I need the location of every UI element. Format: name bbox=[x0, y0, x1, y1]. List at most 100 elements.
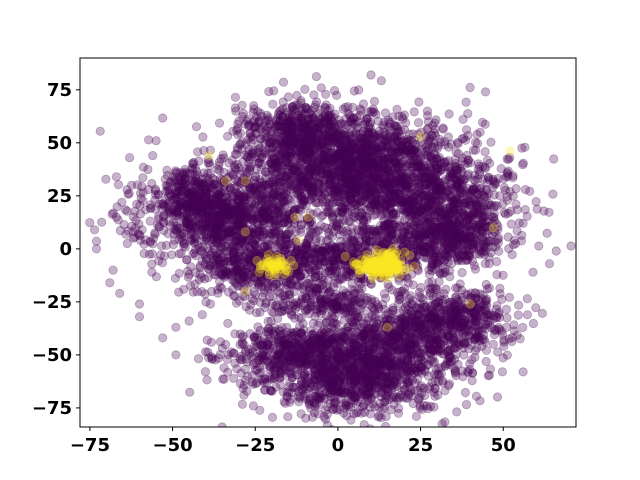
point-class-0 bbox=[394, 136, 404, 146]
point-class-0 bbox=[384, 117, 395, 127]
point-class-0 bbox=[346, 156, 356, 166]
point-class-0 bbox=[534, 241, 544, 251]
point-class-0 bbox=[366, 117, 376, 127]
point-class-0 bbox=[445, 266, 455, 276]
point-class-0 bbox=[404, 135, 414, 145]
point-class-0 bbox=[215, 219, 225, 229]
point-class-0 bbox=[332, 139, 343, 149]
point-class-0 bbox=[243, 135, 253, 145]
point-class-0 bbox=[298, 196, 309, 206]
point-class-0 bbox=[346, 160, 357, 170]
point-class-0 bbox=[531, 197, 541, 207]
point-class-0 bbox=[260, 209, 271, 219]
point-class-0 bbox=[281, 149, 291, 159]
point-class-0 bbox=[351, 156, 361, 166]
point-class-0 bbox=[156, 241, 167, 251]
point-class-0 bbox=[380, 178, 390, 188]
point-class-0 bbox=[329, 122, 339, 132]
point-class-0 bbox=[373, 186, 383, 196]
point-class-0 bbox=[457, 134, 467, 144]
point-class-0 bbox=[408, 145, 418, 155]
point-class-0 bbox=[342, 176, 352, 186]
point-class-0 bbox=[223, 287, 234, 297]
point-class-0 bbox=[327, 231, 337, 241]
point-class-0 bbox=[186, 281, 196, 291]
point-class-0 bbox=[232, 143, 242, 153]
point-class-0 bbox=[369, 160, 379, 170]
point-class-0 bbox=[332, 130, 342, 140]
point-class-0 bbox=[346, 181, 356, 191]
point-class-0 bbox=[306, 119, 316, 129]
point-class-0 bbox=[315, 246, 325, 256]
point-class-0 bbox=[257, 209, 268, 219]
point-class-0 bbox=[201, 297, 211, 307]
point-class-0 bbox=[457, 179, 467, 189]
point-class-0 bbox=[101, 174, 111, 184]
point-class-0 bbox=[457, 157, 467, 167]
point-class-0 bbox=[327, 208, 337, 218]
point-class-0 bbox=[463, 169, 473, 179]
point-class-0 bbox=[426, 153, 436, 163]
point-class-0 bbox=[268, 210, 279, 220]
point-class-0 bbox=[276, 205, 286, 215]
point-class-0 bbox=[398, 135, 408, 145]
point-class-0 bbox=[255, 192, 265, 202]
point-class-0 bbox=[259, 241, 269, 251]
point-class-0 bbox=[169, 235, 179, 245]
point-class-0 bbox=[356, 169, 366, 179]
point-class-0 bbox=[283, 170, 293, 180]
point-class-0 bbox=[285, 146, 295, 156]
point-class-0 bbox=[190, 267, 201, 278]
point-class-0 bbox=[151, 272, 161, 282]
point-class-0 bbox=[251, 112, 261, 122]
point-class-0 bbox=[340, 171, 351, 181]
point-class-0 bbox=[384, 194, 394, 204]
point-class-0 bbox=[409, 107, 419, 117]
point-class-0 bbox=[248, 183, 258, 193]
point-class-0 bbox=[398, 197, 408, 207]
point-class-0 bbox=[362, 127, 372, 137]
point-class-0 bbox=[279, 216, 290, 227]
point-class-0 bbox=[411, 210, 421, 220]
point-class-0 bbox=[268, 99, 278, 109]
point-class-0 bbox=[424, 174, 434, 185]
point-class-0 bbox=[394, 161, 405, 171]
point-class-0 bbox=[296, 156, 306, 166]
point-class-0 bbox=[272, 163, 282, 173]
point-class-0 bbox=[267, 230, 277, 240]
point-class-0 bbox=[336, 171, 346, 181]
point-class-0 bbox=[226, 232, 236, 242]
point-class-0 bbox=[429, 209, 439, 219]
point-class-0 bbox=[230, 212, 240, 222]
point-class-0 bbox=[208, 173, 218, 184]
point-class-0 bbox=[134, 219, 144, 229]
point-class-0 bbox=[253, 158, 263, 169]
point-class-0 bbox=[297, 199, 307, 209]
point-class-0 bbox=[257, 159, 267, 169]
point-class-0 bbox=[508, 173, 518, 183]
point-class-0 bbox=[269, 189, 280, 199]
point-class-0 bbox=[273, 121, 284, 131]
point-class-0 bbox=[324, 168, 334, 178]
point-class-0 bbox=[240, 267, 250, 277]
point-class-0 bbox=[283, 179, 293, 189]
point-class-0 bbox=[337, 242, 347, 252]
point-class-0 bbox=[346, 156, 356, 166]
point-class-0 bbox=[436, 137, 446, 147]
point-class-0 bbox=[404, 197, 415, 207]
point-class-0 bbox=[367, 157, 378, 167]
point-class-0 bbox=[327, 126, 337, 136]
point-class-0 bbox=[457, 267, 467, 278]
point-class-0 bbox=[362, 128, 373, 138]
point-class-0 bbox=[502, 154, 512, 164]
point-class-0 bbox=[481, 185, 491, 195]
point-class-0 bbox=[337, 167, 347, 177]
point-class-0 bbox=[381, 225, 391, 235]
point-class-0 bbox=[310, 100, 320, 110]
point-class-0 bbox=[264, 170, 274, 180]
point-class-0 bbox=[413, 178, 423, 188]
point-class-0 bbox=[454, 189, 464, 199]
point-class-0 bbox=[422, 106, 432, 116]
point-class-0 bbox=[276, 192, 286, 202]
point-class-0 bbox=[259, 219, 270, 229]
